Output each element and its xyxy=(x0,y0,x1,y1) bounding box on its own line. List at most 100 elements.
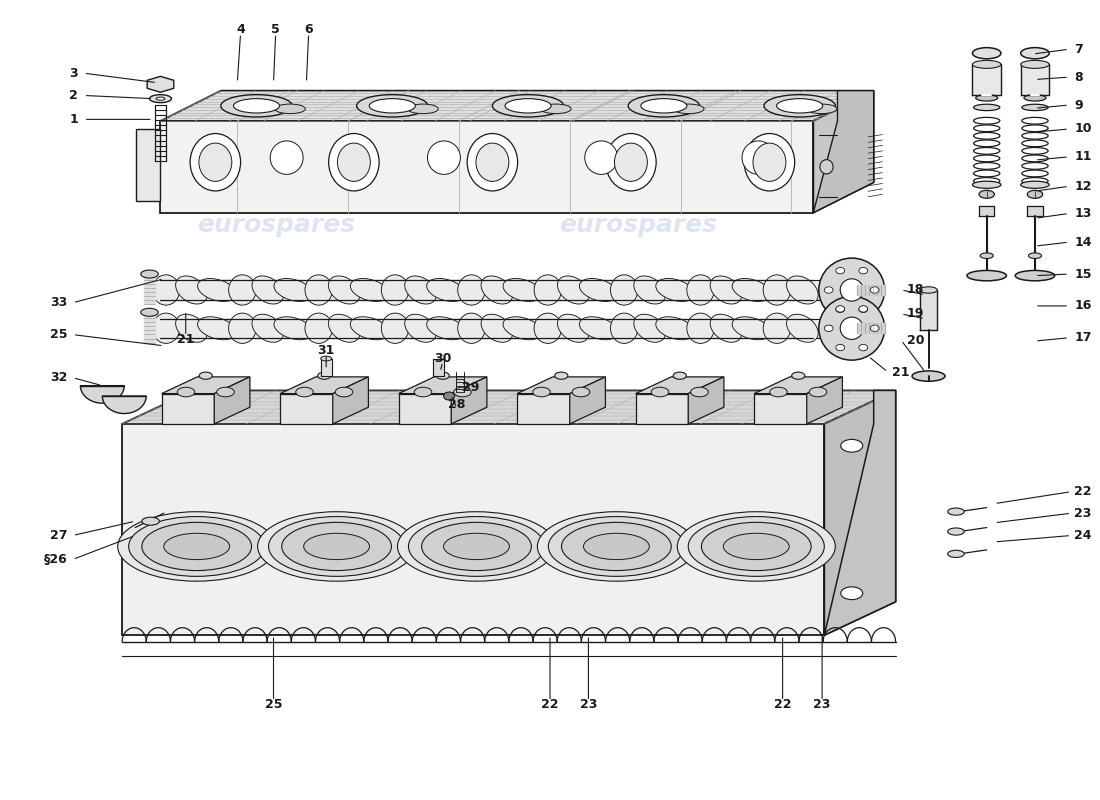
Text: eurospares: eurospares xyxy=(559,213,717,237)
Text: 11: 11 xyxy=(1075,150,1092,163)
Ellipse shape xyxy=(840,587,862,600)
Ellipse shape xyxy=(458,275,485,305)
Ellipse shape xyxy=(610,275,638,305)
Circle shape xyxy=(836,267,845,274)
Ellipse shape xyxy=(305,275,332,305)
Circle shape xyxy=(836,306,845,312)
Polygon shape xyxy=(824,390,895,635)
Ellipse shape xyxy=(583,534,649,560)
Text: 10: 10 xyxy=(1075,122,1092,135)
Ellipse shape xyxy=(1022,104,1048,110)
Ellipse shape xyxy=(840,439,862,452)
Polygon shape xyxy=(517,377,605,394)
Ellipse shape xyxy=(370,98,416,113)
Text: eurospares: eurospares xyxy=(559,539,717,563)
Polygon shape xyxy=(161,90,873,121)
Ellipse shape xyxy=(141,308,158,316)
Ellipse shape xyxy=(176,276,207,304)
Text: 3: 3 xyxy=(69,66,78,80)
Circle shape xyxy=(859,306,868,313)
Ellipse shape xyxy=(458,313,485,343)
Ellipse shape xyxy=(1028,253,1042,258)
Ellipse shape xyxy=(321,356,332,361)
Ellipse shape xyxy=(972,181,1001,188)
Ellipse shape xyxy=(437,372,449,379)
Ellipse shape xyxy=(733,317,771,340)
Ellipse shape xyxy=(503,317,541,340)
Circle shape xyxy=(870,286,879,293)
Circle shape xyxy=(836,344,845,350)
Text: 21: 21 xyxy=(892,366,910,378)
Polygon shape xyxy=(755,394,806,424)
Ellipse shape xyxy=(1021,60,1049,68)
Polygon shape xyxy=(857,286,884,294)
Circle shape xyxy=(859,267,868,274)
Polygon shape xyxy=(689,377,724,424)
Ellipse shape xyxy=(786,314,818,342)
Text: 32: 32 xyxy=(50,371,67,384)
Polygon shape xyxy=(122,424,824,635)
Ellipse shape xyxy=(275,104,306,114)
Ellipse shape xyxy=(468,134,518,191)
Text: 22: 22 xyxy=(1075,485,1092,498)
Ellipse shape xyxy=(268,517,405,576)
Ellipse shape xyxy=(142,517,160,525)
Ellipse shape xyxy=(754,143,785,182)
Polygon shape xyxy=(570,377,605,424)
Ellipse shape xyxy=(558,314,590,342)
Ellipse shape xyxy=(481,314,513,342)
Polygon shape xyxy=(806,377,843,424)
Ellipse shape xyxy=(538,512,695,581)
Ellipse shape xyxy=(177,387,195,397)
Ellipse shape xyxy=(691,387,708,397)
Ellipse shape xyxy=(572,387,590,397)
Ellipse shape xyxy=(338,143,371,182)
Polygon shape xyxy=(161,121,813,213)
Ellipse shape xyxy=(980,253,993,258)
Ellipse shape xyxy=(979,190,994,198)
Text: 31: 31 xyxy=(318,344,334,357)
Ellipse shape xyxy=(150,94,172,102)
Ellipse shape xyxy=(199,372,212,379)
Ellipse shape xyxy=(405,314,437,342)
Text: 27: 27 xyxy=(50,529,67,542)
Ellipse shape xyxy=(686,313,714,343)
Polygon shape xyxy=(161,281,857,299)
Ellipse shape xyxy=(656,278,694,302)
Polygon shape xyxy=(147,76,174,92)
Ellipse shape xyxy=(1021,48,1049,58)
Text: §26: §26 xyxy=(44,553,67,566)
Ellipse shape xyxy=(336,387,353,397)
Ellipse shape xyxy=(1015,270,1055,281)
Ellipse shape xyxy=(356,94,428,117)
Text: 25: 25 xyxy=(50,328,67,341)
Ellipse shape xyxy=(733,278,771,302)
Ellipse shape xyxy=(397,512,556,581)
Ellipse shape xyxy=(229,275,256,305)
Ellipse shape xyxy=(724,534,789,560)
Ellipse shape xyxy=(610,313,638,343)
Text: 23: 23 xyxy=(580,698,597,711)
Ellipse shape xyxy=(686,275,714,305)
Ellipse shape xyxy=(580,317,618,340)
Circle shape xyxy=(443,392,454,400)
Ellipse shape xyxy=(540,104,571,114)
Ellipse shape xyxy=(818,258,884,322)
Text: eurospares: eurospares xyxy=(197,213,355,237)
Text: 6: 6 xyxy=(305,22,312,36)
Ellipse shape xyxy=(296,387,314,397)
Ellipse shape xyxy=(948,528,965,535)
Ellipse shape xyxy=(1021,181,1049,188)
Ellipse shape xyxy=(651,387,669,397)
Polygon shape xyxy=(636,394,689,424)
Polygon shape xyxy=(636,377,724,394)
Polygon shape xyxy=(144,314,155,342)
Ellipse shape xyxy=(702,522,811,570)
Polygon shape xyxy=(321,358,332,376)
Polygon shape xyxy=(161,318,857,338)
Ellipse shape xyxy=(198,278,236,302)
Ellipse shape xyxy=(770,387,788,397)
Ellipse shape xyxy=(678,512,835,581)
Ellipse shape xyxy=(948,508,965,515)
Ellipse shape xyxy=(305,313,332,343)
